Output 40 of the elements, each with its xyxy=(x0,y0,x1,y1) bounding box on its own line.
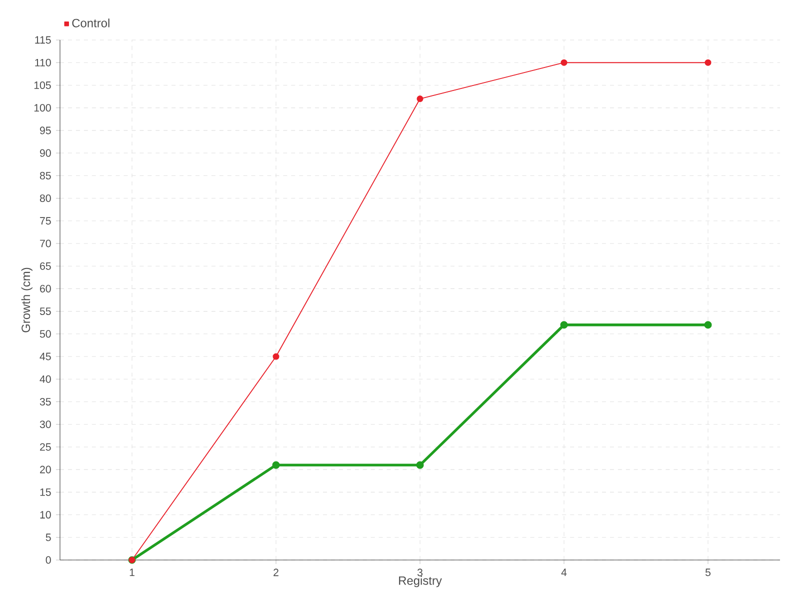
y-tick-label: 60 xyxy=(40,284,51,292)
y-tick-label: 105 xyxy=(34,81,51,89)
x-tick-label: 2 xyxy=(274,568,278,576)
legend-label: Control xyxy=(72,18,110,28)
point xyxy=(272,353,280,360)
y-tick-label: 0 xyxy=(46,556,51,564)
y-tick-label: 70 xyxy=(40,240,51,248)
y-tick-label: 40 xyxy=(40,375,51,383)
point xyxy=(272,461,280,469)
y-tick-label: 45 xyxy=(40,352,51,360)
y-tick-label: 15 xyxy=(40,488,51,496)
y-tick-label: 110 xyxy=(35,58,51,66)
x-tick-label: 1 xyxy=(130,568,134,576)
y-tick-label: 20 xyxy=(40,466,51,474)
point xyxy=(560,59,568,66)
y-tick-label: 95 xyxy=(40,126,51,134)
point xyxy=(560,321,568,329)
y-tick-label: 55 xyxy=(40,308,51,316)
y-tick-label: 30 xyxy=(40,420,51,428)
y-tick-label: 80 xyxy=(40,194,51,202)
y-tick-label: 100 xyxy=(34,104,51,112)
y-tick-label: 75 xyxy=(40,217,51,225)
y-tick-label: 115 xyxy=(35,36,51,44)
y-tick-label: 25 xyxy=(40,443,51,451)
x-tick-label: 4 xyxy=(561,568,567,576)
point xyxy=(416,461,424,469)
point xyxy=(416,96,424,102)
point xyxy=(704,59,712,66)
x-axis-title: Registry xyxy=(399,576,442,588)
y-tick-label: 65 xyxy=(40,262,51,270)
x-tick-label: 5 xyxy=(705,568,711,576)
y-tick-label: 5 xyxy=(46,534,51,542)
y-tick-label: 85 xyxy=(40,172,51,180)
y-tick-label: 50 xyxy=(40,330,51,338)
y-axis-title: Growth (cm) xyxy=(21,268,32,332)
x-tick-label: 3 xyxy=(417,568,422,576)
y-tick-label: 10 xyxy=(40,511,51,519)
point xyxy=(704,321,712,329)
y-tick-label: 90 xyxy=(40,149,51,157)
y-tick-label: 35 xyxy=(40,398,51,406)
